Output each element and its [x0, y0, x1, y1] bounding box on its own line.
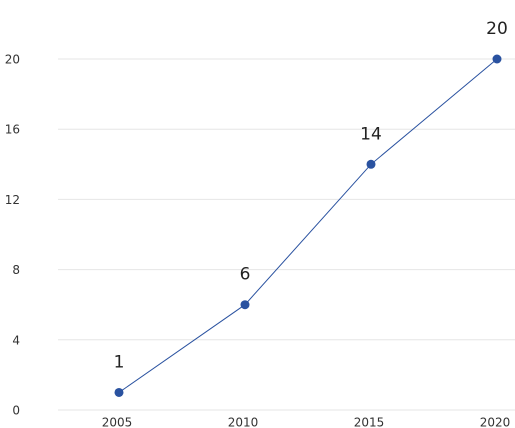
value-label: 14: [360, 124, 382, 144]
point: [366, 159, 376, 169]
point: [114, 387, 124, 397]
line: [118, 58, 498, 393]
value-label: 1: [114, 352, 125, 372]
y-tick-label: 12: [5, 193, 20, 207]
x-tick-label: 2020: [480, 416, 511, 428]
y-tick-label: 8: [12, 263, 20, 277]
x-tick-label: 2010: [228, 416, 259, 428]
value-label: 20: [486, 19, 508, 39]
y-tick-label: 0: [12, 404, 20, 418]
value-label: 6: [240, 265, 251, 285]
y-tick-label: 16: [5, 123, 20, 137]
point: [240, 300, 250, 310]
x-tick-label: 2015: [354, 416, 385, 428]
point: [492, 54, 502, 64]
y-tick-label: 20: [5, 53, 20, 67]
y-tick-label: 4: [12, 333, 20, 347]
x-tick-label: 2005: [102, 416, 133, 428]
